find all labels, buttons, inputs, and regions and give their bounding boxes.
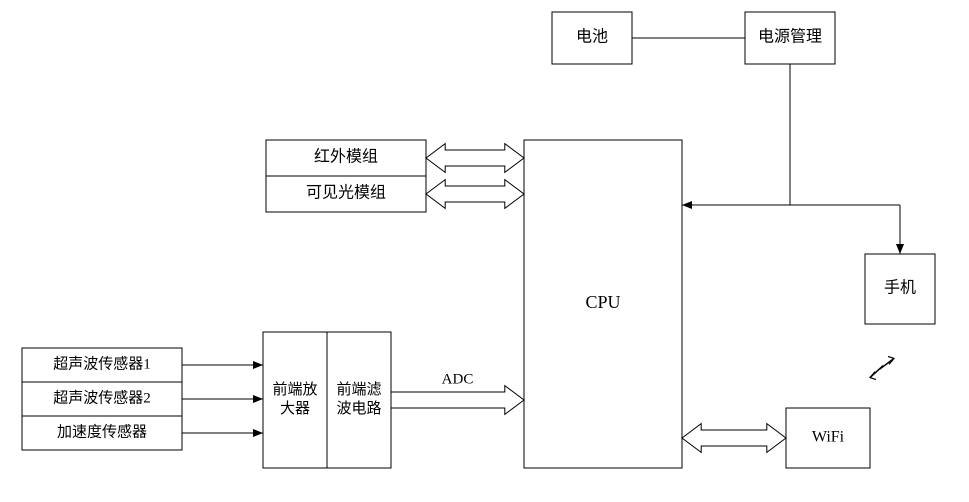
arrowhead [253, 361, 263, 369]
node-ir_module-label: 红外模组 [314, 148, 378, 166]
arrowhead [253, 429, 263, 437]
block-arrow-ir-to-cpu [426, 144, 524, 173]
arrowhead [682, 201, 692, 209]
block-arrow-vis-to-cpu [426, 180, 524, 209]
node-battery-label: 电池 [576, 28, 608, 46]
node-preamp-label: 大器 [280, 400, 310, 417]
node-preamp-label: 前端放 [272, 381, 317, 398]
arrowhead [253, 395, 263, 403]
block-arrow-filter-to-cpu-label: ADC [442, 371, 474, 387]
rf-signal-icon [870, 358, 894, 377]
node-cpu-label: CPU [585, 292, 620, 312]
node-filter-label: 前端滤 [336, 381, 381, 398]
node-filter-label: 波电路 [336, 400, 381, 417]
node-vis_module-label: 可见光模组 [306, 184, 386, 202]
node-power_mgmt-label: 电源管理 [758, 28, 822, 46]
block-arrow-cpu-to-wifi [682, 424, 786, 453]
node-wifi-label: WiFi [812, 429, 845, 446]
block-arrow-filter-to-cpu [391, 386, 524, 415]
node-sensor_us2-label: 超声波传感器2 [53, 388, 151, 406]
node-phone-label: 手机 [884, 279, 916, 297]
node-sensor_acc-label: 加速度传感器 [57, 423, 147, 440]
node-sensor_us1-label: 超声波传感器1 [53, 354, 151, 372]
arrowhead [896, 244, 904, 254]
block-diagram: 电池 电源管理红外模组可见光模组 CPU 手机超声波传感器1 超声波传感器2 加速度传感器… [0, 0, 969, 502]
